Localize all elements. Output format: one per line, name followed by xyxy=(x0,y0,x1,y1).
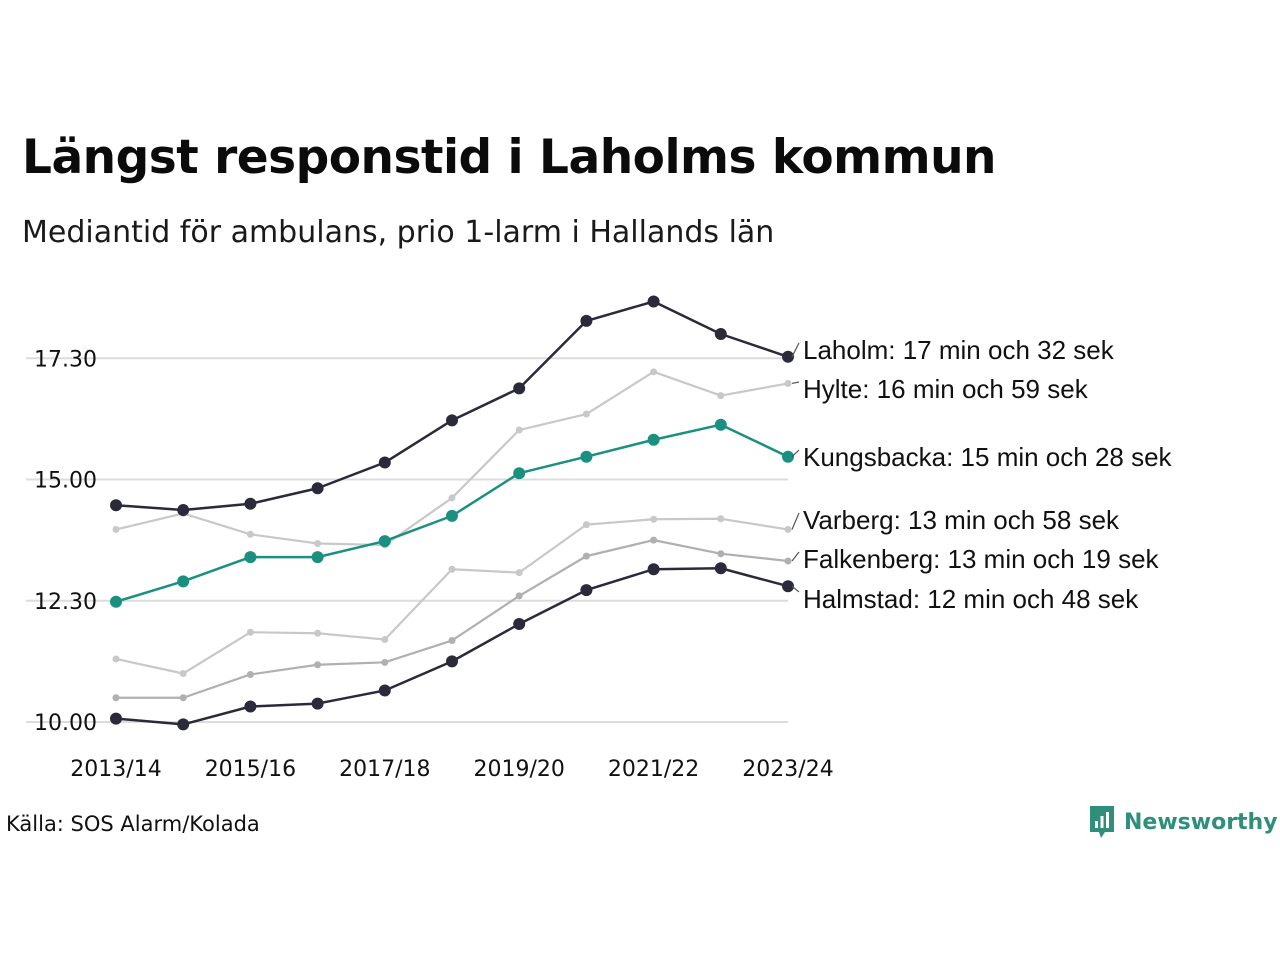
series-label-falkenberg: Falkenberg: 13 min och 19 sek xyxy=(803,544,1160,574)
data-point-laholm xyxy=(177,504,190,517)
data-point-varberg xyxy=(784,525,792,533)
data-point-kungsbacka xyxy=(782,450,794,463)
data-point-kungsbacka xyxy=(244,551,257,564)
data-point-kungsbacka xyxy=(513,467,526,480)
data-point-hylte xyxy=(314,540,322,548)
x-tick-label: 2023/24 xyxy=(742,757,833,782)
series-line-varberg xyxy=(115,517,789,675)
data-point-falkenberg xyxy=(515,592,523,600)
data-point-laholm xyxy=(580,314,593,327)
data-point-kungsbacka xyxy=(378,535,391,548)
data-point-hylte xyxy=(448,494,456,502)
data-point-falkenberg xyxy=(381,658,389,666)
series-line-falkenberg xyxy=(116,539,789,699)
label-connector-laholm xyxy=(791,342,800,358)
chart-title: Längst responstid i Laholms kommun xyxy=(22,130,997,185)
data-point-falkenberg xyxy=(448,637,456,645)
data-point-hylte xyxy=(246,530,254,538)
data-point-laholm xyxy=(110,499,122,512)
data-point-varberg xyxy=(717,515,725,523)
data-point-halmstad xyxy=(647,563,660,576)
data-point-laholm xyxy=(311,482,324,495)
series-line-halmstad xyxy=(115,567,789,726)
data-point-laholm xyxy=(513,382,526,395)
data-point-kungsbacka xyxy=(311,551,324,564)
series-label-hylte: Hylte: 16 min och 59 sek xyxy=(803,374,1089,404)
series-label-laholm: Laholm: 17 min och 32 sek xyxy=(803,335,1115,365)
data-point-hylte xyxy=(650,368,658,376)
data-point-laholm xyxy=(714,328,727,340)
data-point-falkenberg xyxy=(179,694,187,702)
data-point-laholm xyxy=(244,497,257,510)
x-tick-label: 2021/22 xyxy=(608,757,699,782)
data-point-varberg xyxy=(112,655,120,663)
label-connector-kungsbacka xyxy=(791,449,800,458)
data-point-kungsbacka xyxy=(177,575,190,588)
chart-subtitle: Mediantid för ambulans, prio 1-larm i Ha… xyxy=(22,215,775,250)
data-point-varberg xyxy=(582,521,590,529)
data-point-laholm xyxy=(378,456,391,469)
y-tick-label: 10.00 xyxy=(34,711,97,736)
y-tick-label: 17.30 xyxy=(34,347,97,372)
data-point-varberg xyxy=(314,629,322,637)
data-point-varberg xyxy=(179,670,187,677)
data-point-varberg xyxy=(448,565,456,573)
data-point-kungsbacka xyxy=(580,450,593,463)
data-point-halmstad xyxy=(580,584,593,597)
series-label-varberg: Varberg: 13 min och 58 sek xyxy=(803,505,1120,535)
data-point-laholm xyxy=(446,414,458,427)
x-tick-label: 2015/16 xyxy=(205,757,296,782)
data-point-hylte xyxy=(717,392,725,400)
series-label-kungsbacka: Kungsbacka: 15 min och 28 sek xyxy=(803,442,1173,472)
data-point-laholm xyxy=(647,295,660,308)
source-note: Källa: SOS Alarm/Kolada xyxy=(6,812,260,836)
data-point-kungsbacka xyxy=(647,433,660,446)
data-point-falkenberg xyxy=(717,550,725,558)
data-point-halmstad xyxy=(446,655,458,668)
data-point-kungsbacka xyxy=(714,418,727,431)
x-tick-label: 2017/18 xyxy=(339,757,430,782)
series-label-halmstad: Halmstad: 12 min och 48 sek xyxy=(803,584,1139,614)
data-point-halmstad xyxy=(311,697,324,710)
data-point-halmstad xyxy=(714,562,727,575)
data-point-falkenberg xyxy=(582,552,590,560)
data-point-falkenberg xyxy=(650,536,658,544)
data-point-hylte xyxy=(515,426,523,434)
label-connector-varberg xyxy=(791,512,800,530)
y-tick-label: 15.00 xyxy=(34,469,97,494)
label-connector-halmstad xyxy=(791,585,800,593)
y-tick-label: 12.30 xyxy=(34,590,97,615)
data-point-hylte xyxy=(582,410,590,418)
newsworthy-logo-text: Newsworthy xyxy=(1124,809,1278,835)
data-point-falkenberg xyxy=(246,670,254,678)
x-tick-label: 2013/14 xyxy=(70,757,161,782)
data-point-halmstad xyxy=(378,684,391,697)
data-point-laholm xyxy=(782,350,794,363)
newsworthy-logo-icon xyxy=(1090,806,1114,838)
data-point-kungsbacka xyxy=(110,595,122,608)
data-point-halmstad xyxy=(244,700,257,713)
data-point-varberg xyxy=(381,636,389,644)
data-point-varberg xyxy=(246,628,254,636)
data-point-falkenberg xyxy=(112,694,120,702)
data-point-halmstad xyxy=(177,718,190,731)
data-point-kungsbacka xyxy=(446,509,458,522)
newsworthy-logo: Newsworthy xyxy=(1088,804,1278,840)
label-connector-hylte xyxy=(791,381,800,385)
label-connector-falkenberg xyxy=(791,551,800,562)
data-point-hylte xyxy=(112,525,120,533)
x-tick-label: 2019/20 xyxy=(473,757,564,782)
data-point-halmstad xyxy=(782,580,794,593)
data-point-falkenberg xyxy=(314,661,322,669)
data-point-halmstad xyxy=(110,712,122,725)
data-point-varberg xyxy=(650,515,658,523)
data-point-varberg xyxy=(515,569,523,577)
data-point-halmstad xyxy=(513,618,526,631)
data-point-falkenberg xyxy=(784,557,792,565)
data-point-hylte xyxy=(784,379,792,387)
